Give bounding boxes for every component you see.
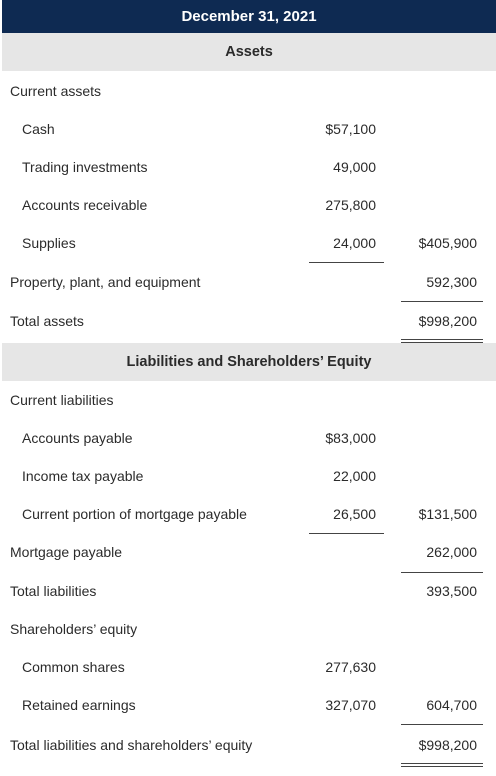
assets-heading: Assets	[225, 44, 273, 60]
statement-date-header: December 31, 2021	[2, 0, 496, 33]
retained-earnings-amount: 327,070	[325, 697, 376, 713]
common-shares-label: Common shares	[22, 659, 125, 675]
current-liabilities-subtotal: $131,500	[418, 506, 477, 522]
supplies-row: Supplies 24,000 $405,900	[0, 224, 496, 262]
mortgage-payable-amount: 262,000	[426, 544, 477, 560]
trading-investments-row: Trading investments 49,000	[0, 148, 496, 186]
liabilities-equity-heading: Liabilities and Shareholders’ Equity	[126, 354, 372, 370]
current-mortgage-underline	[309, 533, 384, 534]
current-assets-subtotal: $405,900	[418, 235, 477, 251]
shareholders-equity-row: Shareholders’ equity	[0, 610, 496, 648]
income-tax-payable-amount: 22,000	[333, 468, 376, 484]
retained-earnings-label: Retained earnings	[22, 697, 136, 713]
trading-investments-label: Trading investments	[22, 159, 148, 175]
total-assets-double-underline	[401, 339, 483, 343]
current-liabilities-row: Current liabilities	[0, 381, 496, 419]
total-liabilities-row: Total liabilities 393,500	[0, 572, 496, 610]
current-mortgage-amount: 26,500	[333, 506, 376, 522]
accounts-payable-row: Accounts payable $83,000	[0, 419, 496, 457]
ppe-label: Property, plant, and equipment	[10, 274, 201, 290]
total-liab-equity-amount: $998,200	[418, 737, 477, 753]
trading-investments-amount: 49,000	[333, 159, 376, 175]
accounts-payable-label: Accounts payable	[22, 430, 133, 446]
common-shares-row: Common shares 277,630	[0, 648, 496, 686]
supplies-label: Supplies	[22, 235, 76, 251]
accounts-receivable-label: Accounts receivable	[22, 197, 148, 213]
total-liabilities-amount: 393,500	[426, 583, 477, 599]
shareholders-equity-subtotal: 604,700	[426, 697, 477, 713]
cash-amount: $57,100	[325, 121, 376, 137]
ppe-row: Property, plant, and equipment 592,300	[0, 263, 496, 301]
current-mortgage-label: Current portion of mortgage payable	[22, 506, 247, 522]
cash-label: Cash	[22, 121, 55, 137]
assets-heading-band: Assets	[2, 33, 496, 71]
retained-earnings-row: Retained earnings 327,070 604,700	[0, 686, 496, 724]
current-liabilities-label: Current liabilities	[10, 392, 114, 408]
ppe-underline	[401, 301, 483, 302]
total-assets-amount: $998,200	[418, 313, 477, 329]
income-tax-payable-row: Income tax payable 22,000	[0, 457, 496, 495]
total-liab-equity-double-underline	[401, 763, 483, 767]
equity-subtotal-underline	[401, 724, 483, 725]
current-assets-label: Current assets	[10, 83, 102, 99]
statement-date: December 31, 2021	[181, 8, 317, 25]
liabilities-equity-heading-band: Liabilities and Shareholders’ Equity	[2, 343, 496, 381]
accounts-payable-amount: $83,000	[325, 430, 376, 446]
income-tax-payable-label: Income tax payable	[22, 468, 144, 484]
accounts-receivable-row: Accounts receivable 275,800	[0, 186, 496, 224]
mortgage-payable-row: Mortgage payable 262,000	[0, 533, 496, 571]
current-assets-row: Current assets	[0, 72, 496, 110]
accounts-receivable-amount: 275,800	[325, 197, 376, 213]
common-shares-amount: 277,630	[325, 659, 376, 675]
ppe-amount: 592,300	[426, 274, 477, 290]
current-mortgage-row: Current portion of mortgage payable 26,5…	[0, 495, 496, 533]
total-liab-equity-label: Total liabilities and shareholders’ equi…	[10, 737, 253, 753]
shareholders-equity-label: Shareholders’ equity	[10, 621, 138, 637]
mortgage-payable-label: Mortgage payable	[10, 544, 123, 560]
total-assets-label: Total assets	[10, 313, 84, 329]
total-liab-equity-row: Total liabilities and shareholders’ equi…	[0, 726, 496, 764]
supplies-underline	[309, 262, 384, 263]
cash-row: Cash $57,100	[0, 110, 496, 148]
total-assets-row: Total assets $998,200	[0, 302, 496, 340]
total-liabilities-label: Total liabilities	[10, 583, 97, 599]
supplies-amount: 24,000	[333, 235, 376, 251]
mortgage-payable-underline	[401, 572, 483, 573]
